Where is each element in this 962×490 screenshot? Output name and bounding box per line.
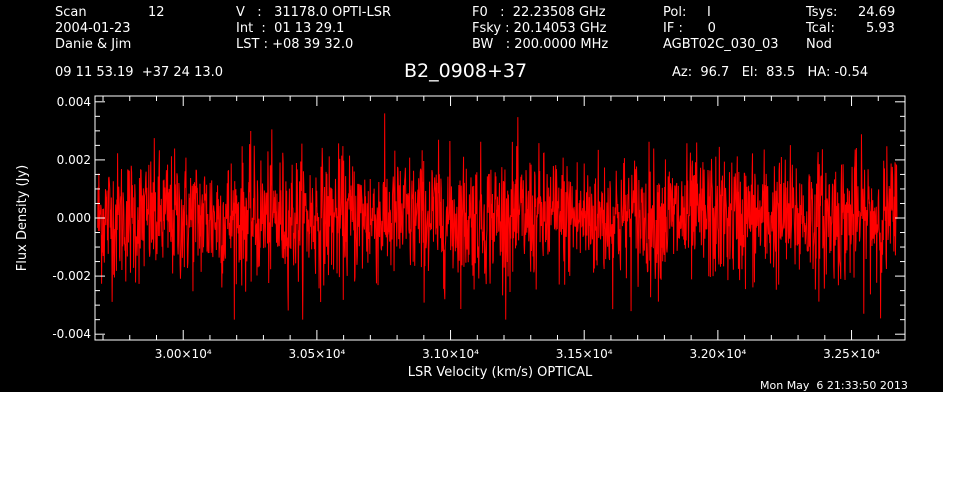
if-line: IF : 0 (663, 21, 716, 36)
y-tick-label: -0.002 (52, 269, 91, 283)
x-axis-label: LSR Velocity (km/s) OPTICAL (408, 365, 593, 380)
observers: Danie & Jim (55, 37, 132, 52)
flux-spectrum-chart: 3.00×10⁴ 3.05×10⁴ 3.10×10⁴ 3.15×10⁴ 3.20×10⁴… (15, 95, 906, 380)
timestamp: Mon May 6 21:33:50 2013 (760, 379, 908, 392)
x-tick-label: 3.15×10⁴ (556, 347, 613, 361)
integration-line: Int : 01 13 29.1 (236, 21, 345, 36)
x-tick-label: 3.00×10⁴ (155, 347, 212, 361)
series-layer (97, 113, 898, 320)
x-tick-label: 3.05×10⁴ (288, 347, 345, 361)
source-coordinates: 09 11 53.19 +37 24 13.0 (55, 65, 224, 80)
tcal-value: 5.93 (866, 21, 895, 36)
rest-frequency-line: F0 : 22.23508 GHz (472, 5, 606, 20)
velocity-line: V : 31178.0 OPTI-LSR (236, 5, 392, 20)
x-tick-label: 3.25×10⁴ (823, 347, 880, 361)
tick-labels-layer: 3.00×10⁴ 3.05×10⁴ 3.10×10⁴ 3.15×10⁴ 3.20×10⁴… (52, 95, 880, 361)
polarization-line: Pol: I (663, 5, 711, 20)
lst-line: LST : +08 39 32.0 (236, 37, 354, 52)
y-tick-label: 0.000 (57, 211, 91, 225)
y-tick-label: 0.004 (57, 95, 91, 109)
y-tick-label: -0.004 (52, 327, 91, 341)
nod-mode: Nod (806, 37, 832, 52)
tcal-label: Tcal: (806, 21, 835, 36)
obs-date: 2004-01-23 (55, 21, 131, 36)
chart-title: B2_0908+37 (404, 60, 528, 82)
tsys-value: 24.69 (858, 5, 896, 20)
x-tick-label: 3.20×10⁴ (689, 347, 746, 361)
project-id: AGBT02C_030_03 (663, 37, 779, 52)
y-axis-label: Flux Density (Jy) (15, 165, 30, 271)
y-tick-label: 0.002 (57, 153, 91, 167)
bandwidth-line: BW : 200.0000 MHz (472, 37, 609, 52)
flux-series-line (97, 113, 898, 320)
x-tick-label: 3.10×10⁴ (422, 347, 479, 361)
ticks-layer (95, 96, 906, 340)
tsys-label: Tsys: (806, 5, 838, 20)
scan-value: 12 (148, 5, 165, 20)
sky-frequency-line: Fsky : 20.14053 GHz (472, 21, 607, 36)
az-el-ha: Az: 96.7 El: 83.5 HA: -0.54 (672, 65, 869, 80)
scan-label: Scan (55, 5, 87, 20)
